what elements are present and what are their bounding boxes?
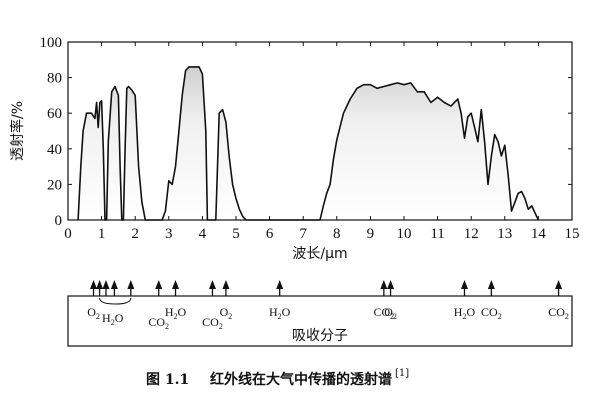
x-tick-label: 6 [266,226,274,242]
absorption-arrow-head [172,280,180,289]
absorber-label: CO2 [548,305,569,321]
x-tick-label: 9 [367,226,375,242]
figure-caption-number: 图 1.1 [146,372,189,388]
absorber-label: CO2 [202,315,223,331]
absorber-label: H2O [269,305,291,321]
figure-caption-text: 红外线在大气中传播的透射谱 [210,371,392,388]
absorber-label: H2O [165,305,187,321]
absorption-arrow-head [276,280,284,289]
y-tick-label: 20 [47,177,62,193]
absorption-arrow-head [387,280,395,289]
absorber-label: CO2 [148,315,169,331]
absorption-arrow-head [222,280,230,289]
absorber-label: O2 [87,305,100,321]
absorption-arrow-head [460,280,468,289]
absorption-arrow-head [380,280,388,289]
absorber-label: CO2 [374,305,395,321]
x-tick-label: 2 [131,226,139,242]
x-tick-label: 14 [531,226,547,242]
x-tick-label: 1 [98,226,106,242]
absorption-arrow-head [208,280,216,289]
x-tick-label: 13 [497,226,512,242]
absorption-arrow-head [127,280,135,289]
absorber-label: H2O [102,311,124,327]
absorption-arrow-head [555,280,563,289]
x-tick-label: 0 [64,226,72,242]
x-tick-label: 11 [430,226,444,242]
plot-frame [67,41,573,221]
absorbers-title: 吸收分子 [292,328,348,344]
x-tick-label: 7 [299,226,307,242]
y-tick-label: 80 [47,71,62,87]
absorber-frame [67,295,573,347]
absorption-arrow-head [96,280,104,289]
x-tick-label: 5 [232,226,240,242]
x-axis-label: 波长/μm [292,246,347,262]
y-axis-title: 透射率/% [9,101,26,161]
absorption-arrow-head [90,280,98,289]
x-axis-title: 波长/μm [292,246,347,262]
absorption-arrow-head [110,280,118,289]
transmission-area [78,66,539,221]
absorption-arrow-head [487,280,495,289]
figure-caption-ref: [1] [395,368,409,379]
x-tick-label: 4 [199,226,207,242]
absorber-bracket [99,297,132,305]
y-axis-label: 透射率/% [9,101,26,161]
absorption-arrow-head [102,280,110,289]
absorber-label: H2O [454,305,476,321]
y-tick-label: 40 [47,142,62,158]
y-tick-label: 100 [40,35,63,51]
absorber-label: O2 [384,305,397,321]
x-tick-label: 3 [165,226,173,242]
x-tick-label: 12 [464,226,479,242]
x-tick-label: 15 [565,226,580,242]
absorption-arrow-head [155,280,163,289]
x-tick-label: 10 [397,226,412,242]
x-tick-label: 8 [333,226,341,242]
y-tick-label: 60 [47,106,62,122]
absorber-label: CO2 [481,305,502,321]
absorber-label: O2 [220,305,233,321]
y-tick-label: 0 [55,213,63,229]
